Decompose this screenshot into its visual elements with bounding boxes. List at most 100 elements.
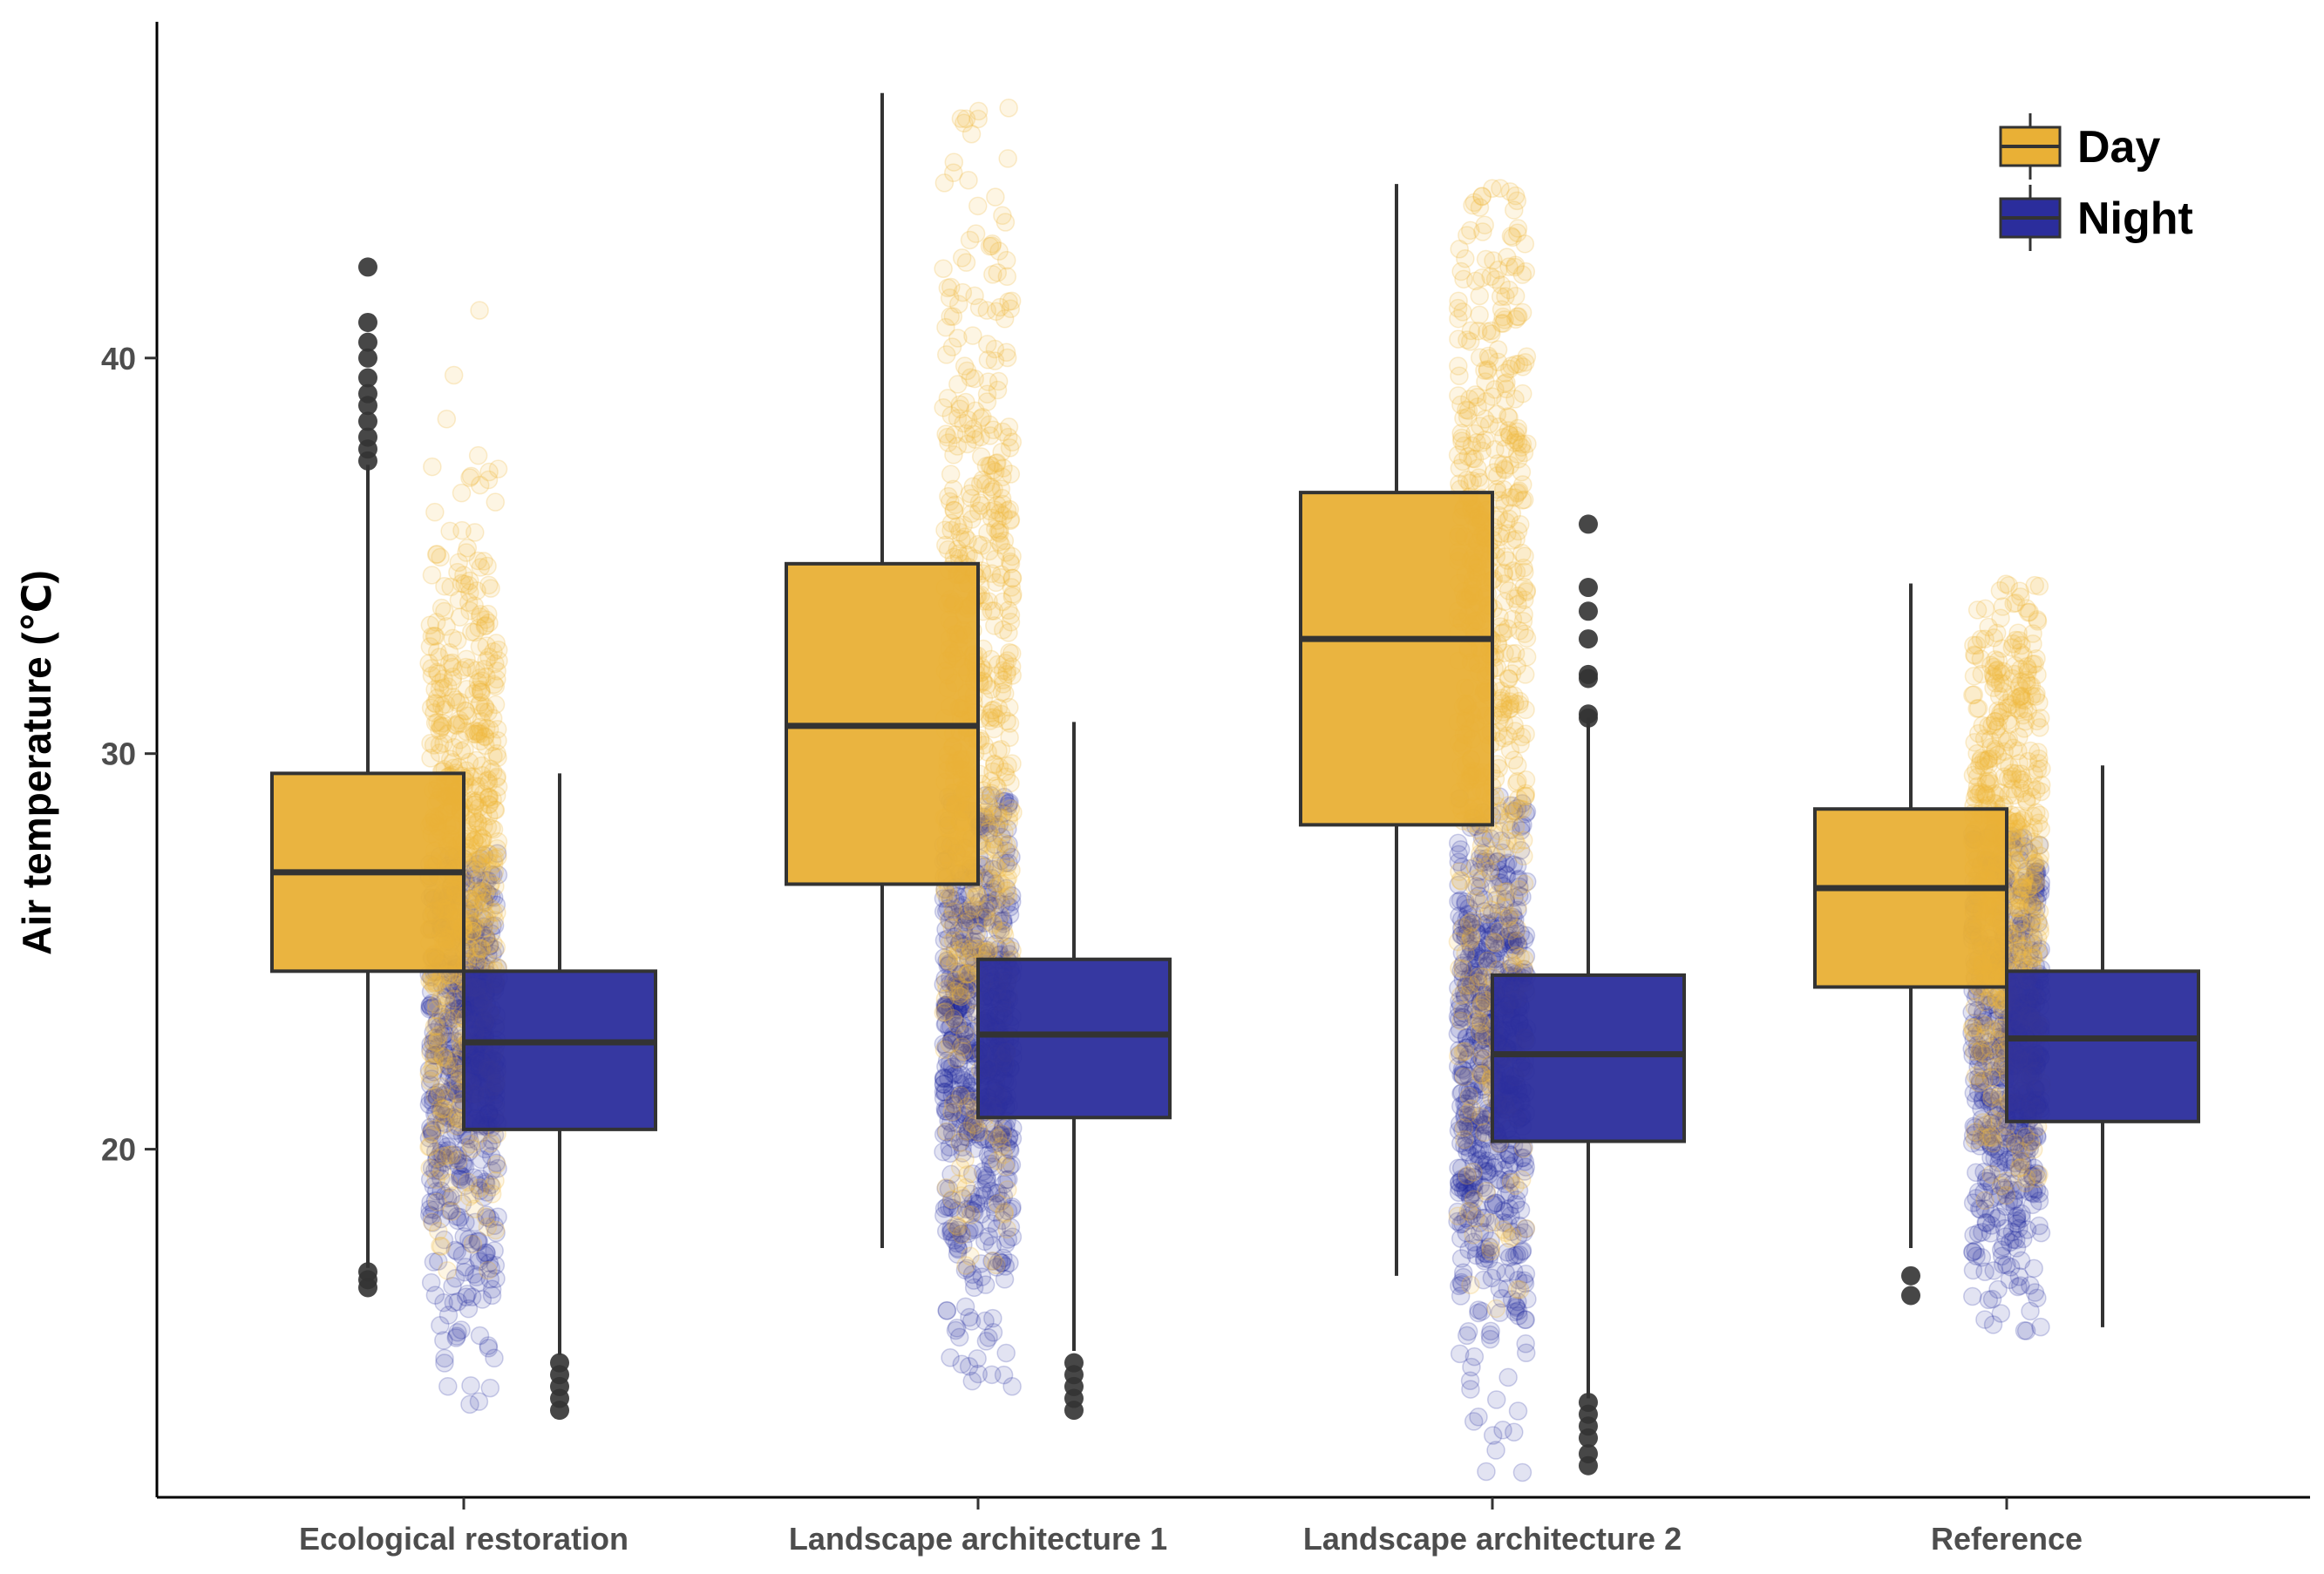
jitter-point — [1000, 99, 1017, 117]
y-tick-label: 20 — [101, 1132, 136, 1168]
jitter-point — [479, 818, 496, 836]
jitter-point — [1980, 1129, 1997, 1146]
jitter-point — [431, 1084, 448, 1102]
jitter-point — [1452, 1012, 1470, 1029]
jitter-point — [1517, 1219, 1534, 1237]
jitter-point — [1517, 785, 1534, 803]
jitter-point — [989, 382, 1007, 399]
jitter-point — [480, 576, 498, 594]
jitter-point — [439, 1378, 457, 1395]
jitter-point — [945, 446, 962, 464]
jitter-point — [1464, 1164, 1482, 1181]
jitter-point — [1465, 1191, 1483, 1208]
jitter-point — [980, 865, 997, 883]
jitter-point — [1486, 934, 1504, 952]
jitter-point — [989, 524, 1007, 541]
jitter-point — [1478, 250, 1495, 268]
jitter-point — [1994, 1256, 2012, 1273]
jitter-point — [1519, 648, 1536, 666]
jitter-point — [1455, 270, 1472, 288]
jitter-point — [1967, 647, 1984, 664]
jitter-point — [473, 672, 491, 689]
jitter-point — [1467, 890, 1485, 907]
jitter-point — [935, 1070, 953, 1088]
jitter-point — [430, 1223, 447, 1240]
jitter-point — [1473, 442, 1491, 459]
jitter-point — [956, 1150, 974, 1168]
jitter-point — [1986, 785, 2003, 803]
jitter-point — [1450, 330, 1467, 348]
outlier-point — [1064, 1401, 1084, 1420]
box-iqr — [978, 960, 1170, 1118]
jitter-point — [443, 1203, 460, 1220]
box-iqr — [1815, 809, 2007, 987]
jitter-point — [986, 617, 1003, 634]
jitter-point — [1488, 1262, 1505, 1279]
outlier-point — [550, 1401, 569, 1420]
jitter-point — [968, 225, 985, 242]
jitter-point — [2015, 870, 2033, 887]
jitter-point — [984, 838, 1002, 856]
jitter-point — [993, 810, 1010, 827]
jitter-point — [990, 242, 1008, 260]
jitter-point — [974, 409, 991, 426]
jitter-point — [934, 260, 952, 277]
jitter-point — [486, 1242, 503, 1259]
jitter-point — [428, 976, 445, 994]
outlier-point — [1579, 601, 1598, 621]
jitter-point — [988, 1256, 1005, 1273]
jitter-point — [997, 1344, 1015, 1361]
jitter-point — [465, 1185, 482, 1203]
jitter-point — [1981, 988, 1999, 1006]
jitter-point — [1514, 613, 1532, 630]
jitter-point — [959, 966, 976, 983]
jitter-point — [934, 399, 952, 417]
jitter-point — [479, 1262, 497, 1279]
jitter-point — [1463, 1100, 1480, 1117]
jitter-point — [1975, 752, 1993, 770]
jitter-point — [943, 1191, 961, 1208]
jitter-point — [940, 488, 957, 505]
jitter-point — [2018, 1322, 2035, 1340]
jitter-point — [1001, 644, 1018, 661]
jitter-point — [1519, 629, 1536, 647]
jitter-point — [994, 207, 1011, 224]
jitter-point — [1508, 192, 1526, 209]
jitter-point — [2012, 661, 2029, 678]
jitter-point — [1510, 434, 1527, 451]
jitter-point — [2027, 854, 2044, 872]
jitter-point — [479, 1337, 497, 1354]
jitter-point — [2010, 632, 2028, 649]
jitter-point — [469, 552, 486, 569]
jitter-point — [1500, 582, 1518, 600]
jitter-point — [994, 1125, 1011, 1143]
jitter-point — [977, 458, 995, 475]
jitter-point — [1465, 1413, 1483, 1430]
jitter-point — [1481, 1326, 1498, 1343]
jitter-point — [1456, 1069, 1473, 1086]
jitter-point — [948, 1050, 965, 1068]
jitter-point — [1457, 250, 1474, 268]
jitter-point — [477, 736, 494, 754]
jitter-point — [424, 458, 441, 476]
jitter-point — [426, 504, 444, 521]
jitter-point — [976, 1167, 994, 1184]
outlier-point — [1579, 578, 1598, 597]
jitter-point — [969, 197, 987, 214]
jitter-point — [939, 429, 956, 446]
jitter-point — [1964, 766, 1981, 784]
jitter-point — [1452, 424, 1470, 442]
jitter-point — [938, 1123, 955, 1140]
jitter-point — [951, 524, 968, 541]
jitter-point — [1989, 652, 2007, 669]
jitter-point — [2006, 786, 2023, 804]
jitter-point — [1509, 756, 1526, 774]
jitter-point — [2028, 685, 2045, 702]
jitter-point — [1507, 531, 1525, 548]
jitter-point — [1516, 563, 1533, 580]
jitter-point — [947, 1321, 964, 1339]
jitter-point — [433, 1104, 451, 1122]
jitter-point — [487, 1221, 505, 1238]
jitter-point — [1964, 686, 1981, 703]
